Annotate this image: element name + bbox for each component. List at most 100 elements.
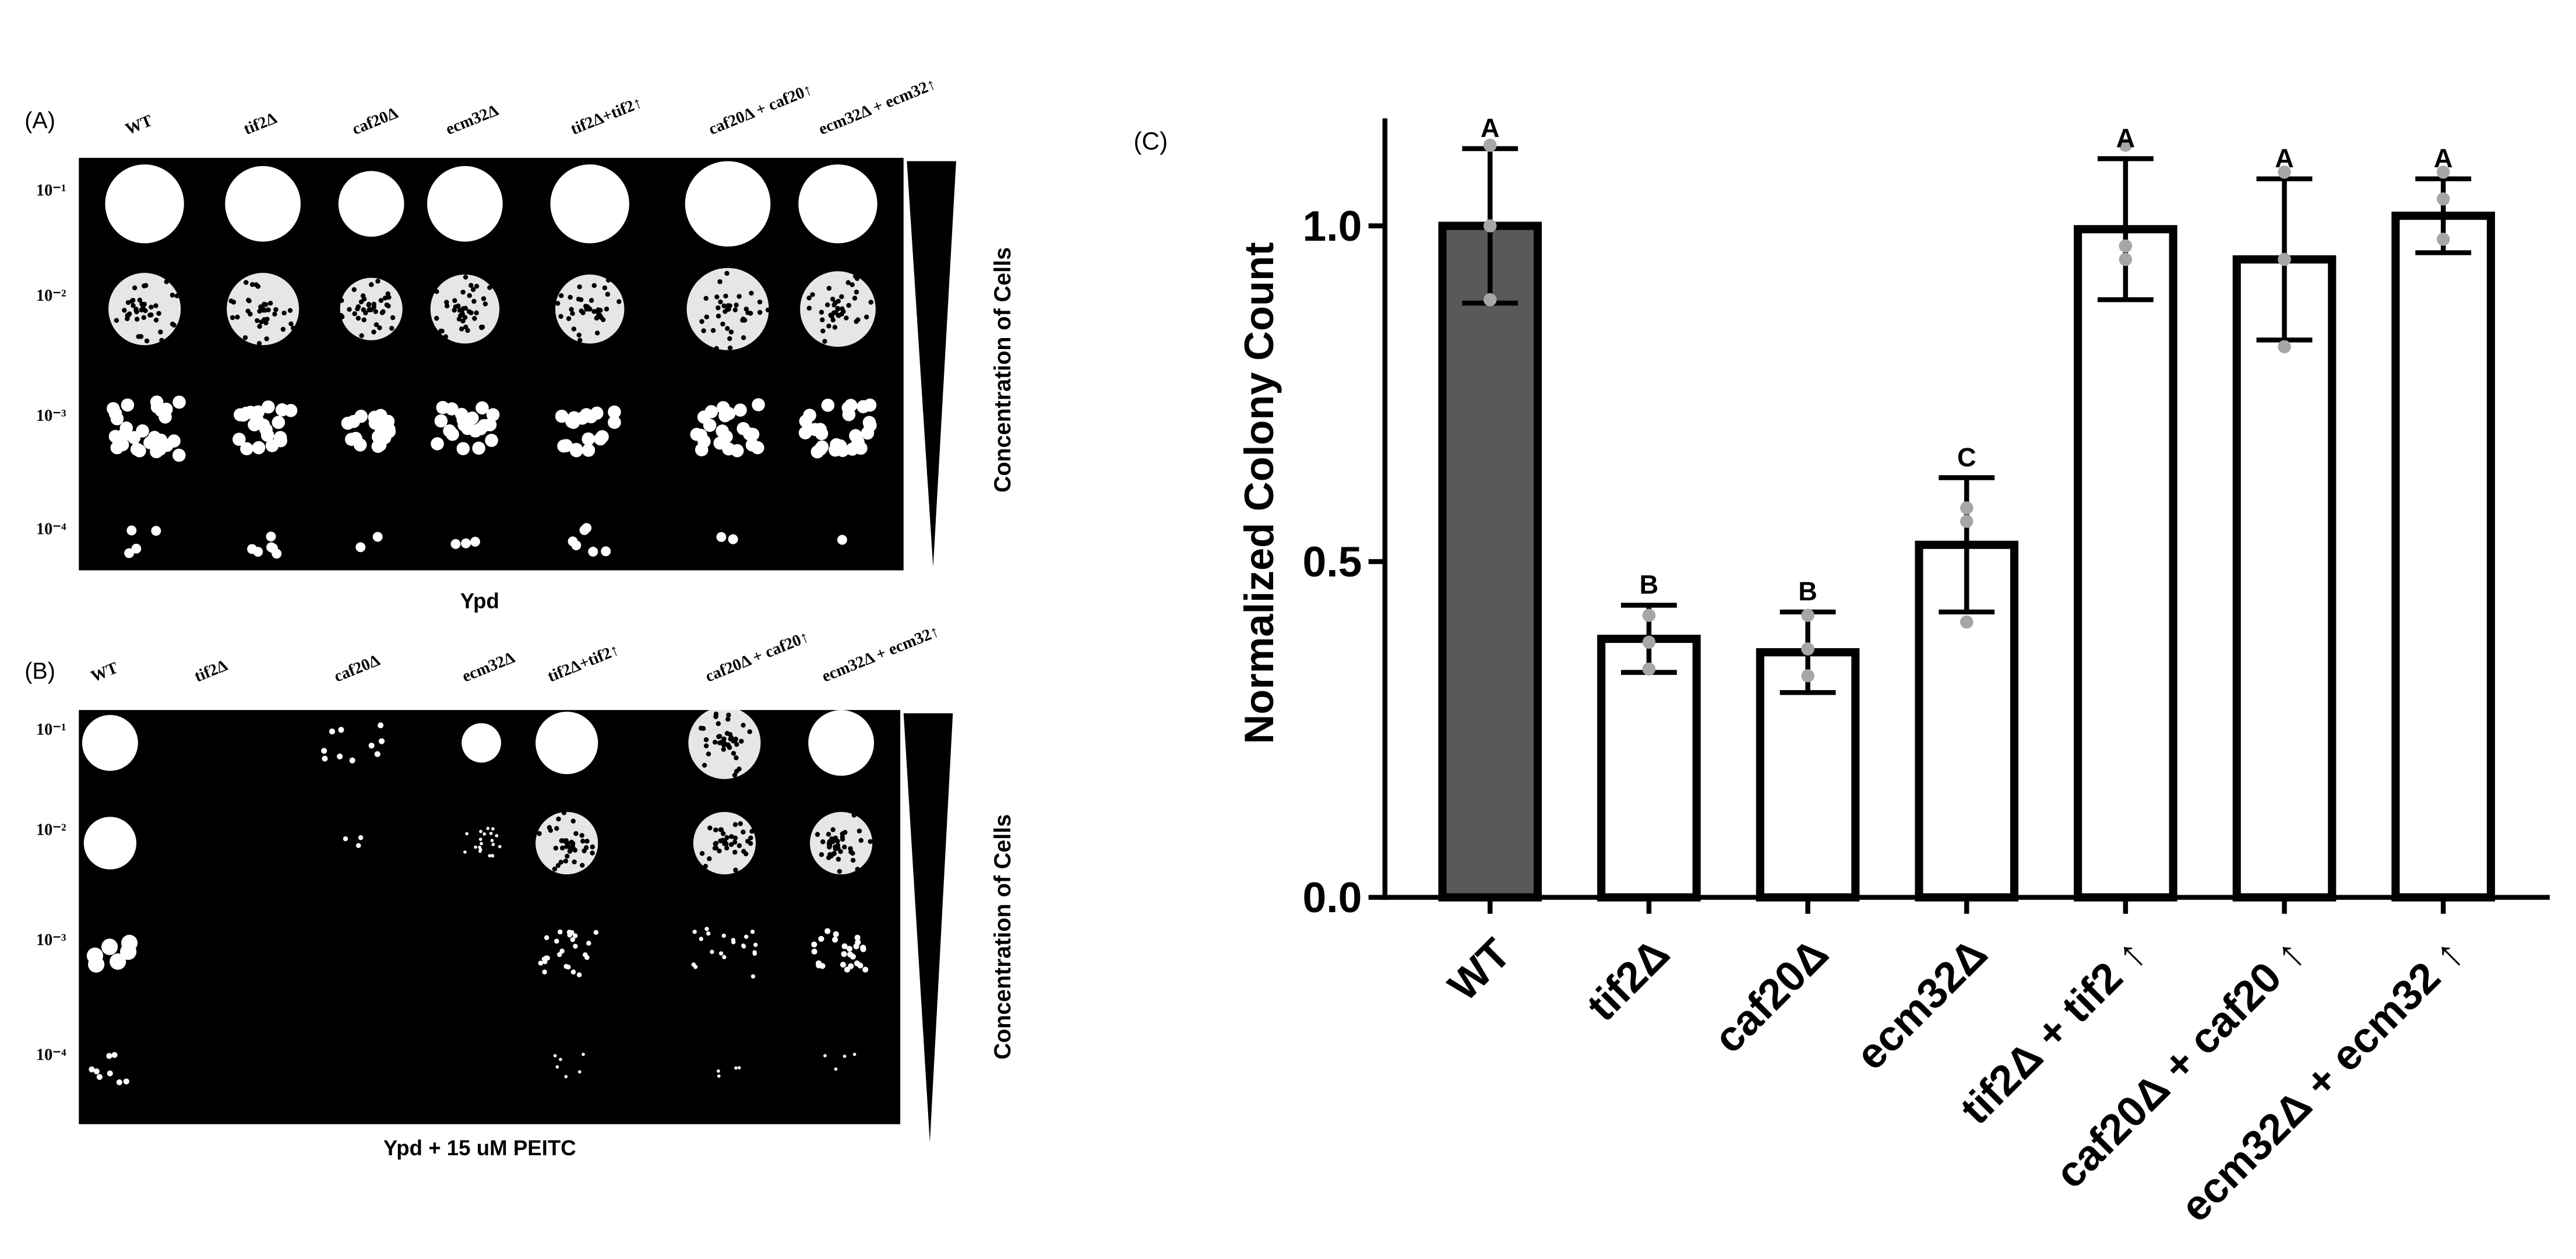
data-point — [2119, 252, 2133, 266]
colony — [854, 276, 860, 282]
colony — [748, 840, 753, 846]
significance-letter: A — [2116, 124, 2135, 153]
colony — [732, 822, 738, 827]
colony — [566, 316, 572, 321]
colony — [339, 312, 344, 318]
colony — [745, 438, 759, 452]
colony — [716, 721, 721, 726]
y-tick-label: 0.0 — [1302, 874, 1362, 922]
colony — [811, 941, 817, 948]
medium-label: Ypd — [460, 589, 499, 613]
colony — [750, 974, 756, 979]
colony — [321, 748, 327, 754]
colony — [86, 947, 104, 964]
colony — [819, 852, 824, 857]
colony — [703, 737, 709, 743]
colony — [248, 311, 253, 317]
data-point — [1483, 138, 1497, 152]
colony — [252, 441, 266, 455]
colony — [826, 323, 831, 329]
colony — [724, 841, 729, 847]
colony — [466, 309, 472, 314]
colony — [491, 854, 494, 857]
colony — [366, 301, 372, 307]
colony — [110, 412, 124, 425]
colony — [868, 839, 873, 845]
colony — [806, 295, 812, 301]
colony — [593, 930, 599, 935]
colony — [602, 285, 608, 291]
colony — [153, 303, 158, 308]
colony — [491, 827, 495, 831]
colony — [457, 308, 463, 313]
colony — [744, 934, 749, 939]
colony — [89, 1066, 95, 1072]
colony — [133, 444, 146, 458]
colony — [434, 315, 439, 321]
colony — [249, 282, 255, 287]
dilution-label: 10⁻⁴ — [36, 520, 66, 538]
colony — [138, 334, 144, 339]
colony — [811, 948, 817, 955]
colony — [563, 838, 569, 843]
colony — [594, 330, 600, 336]
colony — [728, 842, 734, 847]
colony — [131, 543, 142, 554]
colony — [82, 715, 138, 771]
colony — [737, 1066, 741, 1070]
colony — [572, 859, 577, 865]
colony — [580, 838, 586, 844]
colony — [723, 293, 728, 299]
colony — [550, 164, 629, 244]
colony — [554, 826, 559, 831]
colony — [732, 839, 738, 845]
colony — [589, 298, 594, 303]
colony — [590, 844, 595, 850]
colony — [753, 943, 758, 947]
colony — [577, 337, 583, 343]
colony — [734, 1066, 738, 1070]
colony — [815, 832, 820, 837]
bar — [1438, 221, 1542, 902]
colony — [290, 325, 296, 331]
colony — [567, 849, 573, 854]
data-point — [1960, 515, 1974, 528]
colony — [355, 542, 366, 553]
colony — [707, 856, 712, 861]
significance-letter: B — [1798, 576, 1817, 606]
colony — [235, 314, 240, 320]
colony — [488, 854, 492, 857]
colony — [355, 306, 360, 312]
colony — [368, 307, 373, 312]
colony — [150, 395, 164, 409]
colony — [835, 838, 840, 844]
colony — [733, 867, 738, 873]
colony — [591, 309, 597, 314]
colony — [347, 414, 361, 428]
colony — [570, 937, 576, 943]
colony — [818, 936, 824, 942]
colony — [582, 444, 595, 457]
colony — [375, 279, 380, 284]
dilution-label: 10⁻³ — [36, 931, 66, 949]
colony — [734, 769, 739, 774]
colony — [832, 325, 838, 330]
colony — [731, 938, 736, 943]
colony — [272, 311, 277, 317]
bar — [2074, 225, 2177, 902]
colony — [749, 828, 755, 834]
colony — [260, 428, 274, 442]
colony — [322, 755, 328, 762]
colony — [746, 427, 760, 441]
colony — [570, 311, 575, 316]
colony — [240, 442, 253, 456]
colony — [480, 842, 483, 846]
colony — [170, 293, 175, 298]
colony — [727, 345, 733, 351]
colony — [600, 317, 606, 322]
colony — [568, 845, 573, 850]
data-point — [1801, 669, 1814, 683]
colony — [725, 716, 731, 722]
colony — [855, 317, 861, 322]
colony — [840, 961, 847, 968]
